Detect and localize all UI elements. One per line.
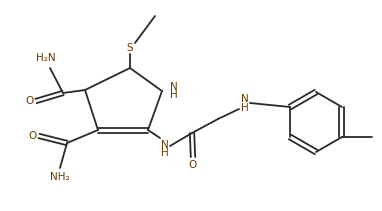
Text: N: N: [161, 140, 169, 150]
Text: NH₂: NH₂: [50, 172, 70, 182]
Text: O: O: [28, 131, 36, 141]
Text: H: H: [170, 90, 178, 100]
Text: H: H: [241, 103, 249, 113]
Text: O: O: [25, 96, 33, 106]
Text: S: S: [127, 43, 133, 53]
Text: N: N: [170, 82, 178, 92]
Text: N: N: [241, 94, 249, 104]
Text: H₂N: H₂N: [36, 53, 56, 63]
Text: O: O: [189, 160, 197, 170]
Text: H: H: [161, 148, 169, 158]
